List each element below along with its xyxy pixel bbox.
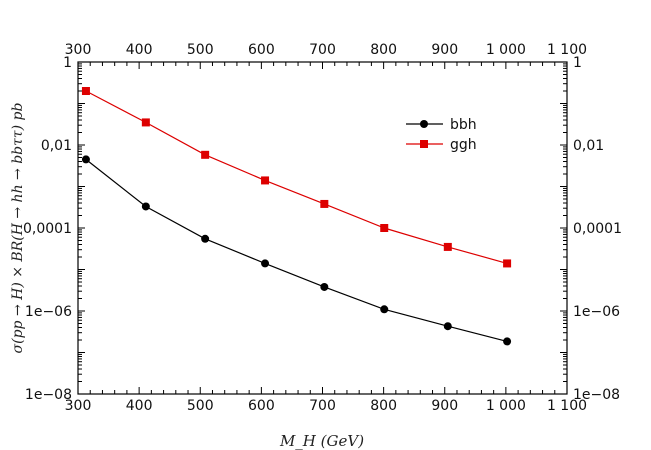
x-tick-label-top: 600 (248, 42, 275, 58)
y-tick-label-right: 1e−08 (573, 387, 620, 403)
y-tick-label-left: 1e−06 (25, 304, 72, 320)
series-layer (81, 87, 512, 346)
data-point-bbh (261, 259, 270, 268)
data-point-bbh (81, 155, 90, 164)
y-axis-ticks: 1e−08 1e−08 1e−06 1e−06 0,0001 0,0001 0,01 0,01… (23, 55, 622, 403)
x-axis-title: M_H (GeV) (279, 432, 364, 450)
y-axis-title: σ(pp → H) × BR(H → hh → bbττ) pb (10, 103, 26, 354)
data-point-ggh (141, 118, 150, 127)
y-tick-label-right: 1e−06 (573, 304, 620, 320)
data-point-bbh (201, 234, 210, 243)
x-tick-label-bottom: 800 (370, 398, 397, 414)
y-tick-label-right: 0,0001 (573, 221, 622, 237)
data-point-bbh (380, 305, 389, 314)
legend-marker-ggh (420, 140, 428, 148)
x-tick-label-top: 700 (309, 42, 336, 58)
x-tick-label-bottom: 600 (248, 398, 275, 414)
y-tick-label-left: 1 (63, 55, 72, 71)
series-line-bbh (85, 158, 508, 342)
x-tick-label-bottom: 900 (431, 398, 458, 414)
y-tick-label-left: 1e−08 (25, 387, 72, 403)
x-tick-label-top: 300 (65, 42, 92, 58)
data-point-ggh (380, 224, 389, 232)
x-tick-label-bottom: 500 (187, 398, 214, 414)
x-tick-label-top: 500 (187, 42, 214, 58)
legend-label-ggh: ggh (450, 137, 477, 153)
x-tick-label-top: 900 (431, 42, 458, 58)
y-tick-label-left: 0,01 (41, 138, 72, 154)
data-point-ggh (443, 242, 452, 251)
data-point-bbh (443, 322, 452, 331)
y-tick-label-right: 0,01 (573, 138, 604, 154)
data-point-ggh (81, 87, 90, 96)
data-point-bbh (320, 282, 329, 291)
x-tick-label-top: 1 100 (547, 42, 587, 58)
data-point-ggh (261, 176, 270, 185)
x-tick-label-bottom: 1 000 (486, 398, 526, 414)
y-tick-label-left: 0,0001 (23, 221, 72, 237)
legend: bbh ggh (395, 109, 511, 157)
data-point-ggh (201, 150, 210, 159)
x-tick-label-bottom: 700 (309, 398, 336, 414)
data-point-bbh (503, 337, 512, 346)
y-tick-label-right: 1 (573, 55, 582, 71)
legend-label-bbh: bbh (450, 117, 477, 133)
x-tick-label-bottom: 400 (126, 398, 153, 414)
x-tick-label-top: 800 (370, 42, 397, 58)
legend-box (395, 109, 511, 157)
data-point-ggh (503, 259, 512, 268)
x-tick-label-bottom: 300 (65, 398, 92, 414)
x-tick-label-bottom: 1 100 (547, 398, 587, 414)
data-point-bbh (141, 202, 150, 211)
x-tick-label-top: 400 (126, 42, 153, 58)
data-point-ggh (320, 199, 329, 208)
x-axis-ticks: 300 300 400 400 500 500 600 600 700 700 800 800 900 9… (65, 42, 587, 414)
legend-marker-bbh (420, 120, 428, 128)
series-line-ggh (85, 90, 508, 264)
x-tick-label-top: 1 000 (486, 42, 526, 58)
